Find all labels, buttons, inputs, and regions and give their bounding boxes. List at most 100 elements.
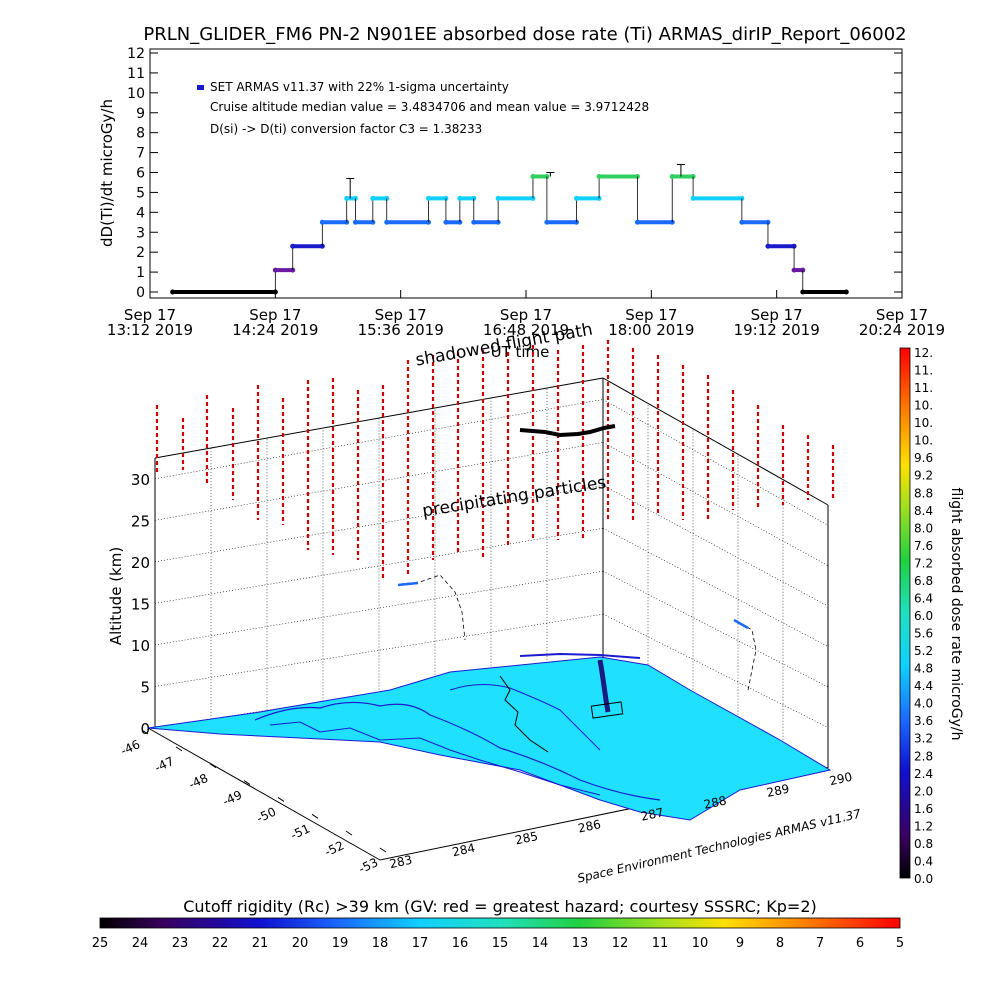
right-wall-top-edge — [602, 377, 829, 506]
colorbar-tick-label: 7.2 — [914, 556, 933, 570]
colorbar-tick-label: 0.0 — [914, 872, 933, 886]
top-y-tick-label: 3 — [136, 225, 145, 241]
colorbar-tick-label: 4.8 — [914, 662, 933, 676]
colorbar-tick-label: 9.2 — [914, 469, 933, 483]
top-x-tick-date: Sep 17 — [375, 306, 427, 324]
top-y-tick-label: 9 — [136, 106, 145, 122]
colorbar-tick-label: 6.8 — [914, 574, 933, 588]
series-point — [319, 219, 325, 225]
legend-marker — [197, 85, 204, 90]
series-point — [544, 219, 550, 225]
colorbar-tick-label: 11. — [914, 381, 933, 395]
grid-line — [602, 442, 829, 566]
series-point — [800, 289, 806, 295]
top-x-tick-time: 13:12 2019 — [107, 321, 193, 339]
rigidity-tick-label: 9 — [736, 936, 744, 951]
altitude-tick-label: 0 — [140, 720, 150, 738]
legend-line-1: SET ARMAS v11.37 with 22% 1-sigma uncert… — [210, 80, 509, 94]
series-point — [370, 195, 376, 201]
series-point — [495, 195, 501, 201]
legend-line-2: Cruise altitude median value = 3.4834706… — [210, 100, 649, 114]
grid-line — [602, 570, 829, 688]
rigidity-tick-label: 24 — [132, 936, 149, 951]
top-x-tick-time: 20:24 2019 — [859, 321, 945, 339]
grid-line — [154, 442, 604, 521]
projection-segment-left — [397, 581, 419, 587]
altitude-tick-label: 25 — [131, 512, 150, 530]
series-point — [791, 267, 797, 273]
top-y-axis-label: dD(Ti)/dt microGy/h — [98, 99, 116, 247]
top-x-tick-time: 19:12 2019 — [734, 321, 820, 339]
rigidity-tick-label: 15 — [492, 936, 509, 951]
latitude-tick-label: -46 — [118, 737, 142, 758]
latitude-tick — [345, 830, 353, 836]
sea-area — [147, 656, 832, 821]
top-x-tick-time: 14:24 2019 — [232, 321, 318, 339]
floor-edge-front-left — [147, 727, 381, 861]
colorbar-tick-label: 1.6 — [914, 802, 933, 816]
series-point — [843, 289, 849, 295]
vertical-colorbar — [899, 347, 911, 879]
rigidity-tick-label: 21 — [252, 936, 269, 951]
colorbar-tick-label: 3.6 — [914, 714, 933, 728]
rigidity-tick-label: 13 — [572, 936, 589, 951]
colorbar-tick-label: 2.8 — [914, 749, 933, 763]
grid-line — [154, 399, 604, 480]
grid-line — [154, 485, 604, 563]
grid-line — [154, 613, 604, 687]
top-y-tick-label: 11 — [127, 66, 145, 82]
colorbar-tick-label: 8.4 — [914, 504, 933, 518]
colorbar-tick-label: 0.4 — [914, 854, 933, 868]
longitude-tick-label: 289 — [765, 782, 790, 800]
latitude-tick-label: -51 — [288, 821, 312, 842]
series-point — [457, 195, 463, 201]
latitude-tick — [141, 729, 149, 735]
top-x-tick-date: Sep 17 — [500, 306, 552, 324]
grid-line — [154, 570, 604, 646]
colorbar-tick-label: 9.6 — [914, 451, 933, 465]
coast-north — [519, 652, 641, 659]
colorbar-tick-label: 4.0 — [914, 697, 933, 711]
rigidity-tick-label: 18 — [372, 936, 389, 951]
rigidity-tick-label: 23 — [172, 936, 189, 951]
top-y-tick-label: 0 — [136, 285, 145, 301]
legend-line-3: D(si) -> D(ti) conversion factor C3 = 1.… — [210, 122, 482, 136]
top-x-tick-date: Sep 17 — [751, 306, 803, 324]
flight-path-3d — [519, 424, 616, 438]
rigidity-tick-label: 7 — [816, 936, 824, 951]
horizontal-colorbar — [99, 917, 901, 929]
rigidity-tick-label: 10 — [692, 936, 709, 951]
rigidity-tick-label: 16 — [452, 936, 469, 951]
series-point — [272, 267, 278, 273]
annotation-precipitating-particles: precipitating particles — [421, 473, 608, 522]
colorbar-tick-label: 10. — [914, 416, 933, 430]
grid-line — [154, 527, 604, 604]
latitude-tick-label: -47 — [152, 754, 176, 775]
series-point — [384, 219, 390, 225]
latitude-tick-label: -50 — [254, 805, 278, 826]
colorbar-tick-label: 3.2 — [914, 732, 933, 746]
top-x-tick-time: 15:36 2019 — [358, 321, 444, 339]
grid-line — [602, 399, 829, 526]
top-y-tick-label: 10 — [127, 86, 145, 102]
flight-ground-track — [499, 675, 549, 753]
series-point — [290, 243, 296, 249]
colorbar-tick-label: 6.0 — [914, 609, 933, 623]
altitude-tick-label: 15 — [131, 595, 150, 613]
altitude-tick-label: 20 — [131, 554, 150, 572]
colorbar-tick-label: 1.2 — [914, 819, 933, 833]
longitude-tick-label: 284 — [451, 841, 476, 859]
colorbar-tick-label: 2.4 — [914, 767, 933, 781]
top-y-tick-label: 1 — [136, 265, 145, 281]
series-point — [690, 195, 696, 201]
top-y-tick-label: 12 — [127, 46, 145, 62]
colorbar-tick-label: 6.4 — [914, 591, 933, 605]
top-x-tick-date: Sep 17 — [625, 306, 677, 324]
chart-title: PRLN_GLIDER_FM6 PN-2 N901EE absorbed dos… — [143, 24, 906, 45]
airport-marker — [590, 701, 624, 719]
top-y-tick-label: 8 — [136, 126, 145, 142]
projection-segment-right — [733, 618, 749, 630]
